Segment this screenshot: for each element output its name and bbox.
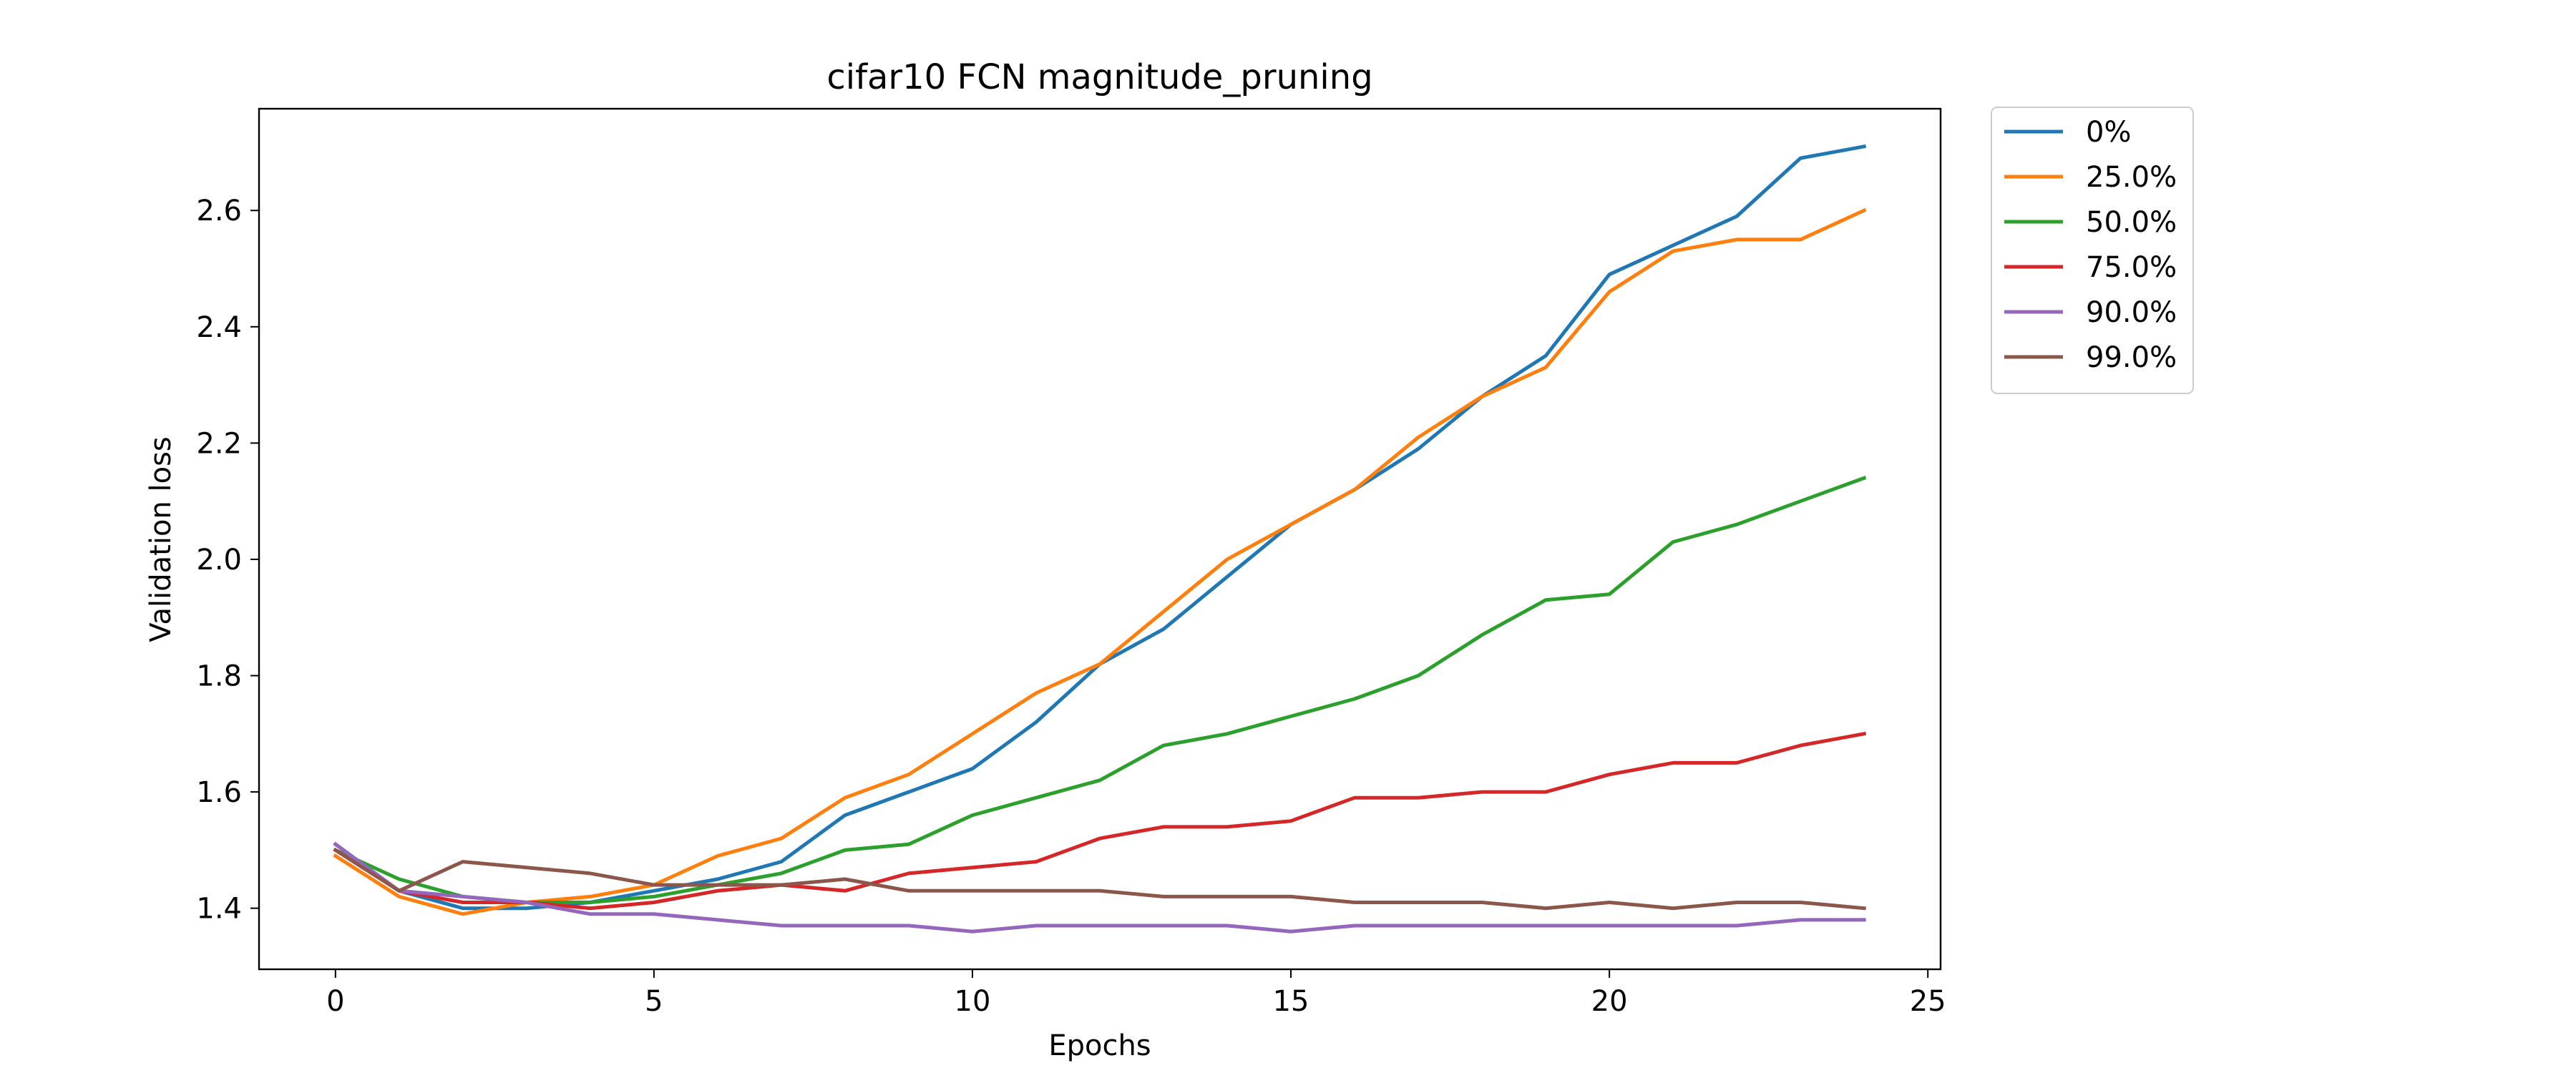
x-tick-label: 10 bbox=[955, 985, 991, 1018]
legend-label-2: 50.0% bbox=[2086, 206, 2177, 239]
x-tick-label: 5 bbox=[645, 985, 663, 1018]
y-tick-label: 1.6 bbox=[196, 776, 242, 809]
y-tick-label: 2.2 bbox=[196, 427, 242, 460]
legend-label-5: 99.0% bbox=[2086, 341, 2177, 374]
series-line-5 bbox=[333, 847, 1866, 911]
y-tick-label: 2.0 bbox=[196, 544, 242, 577]
y-tick-label: 1.8 bbox=[196, 660, 242, 693]
legend-box bbox=[1991, 107, 2194, 394]
y-tick-label: 1.4 bbox=[196, 893, 242, 926]
x-tick-label: 20 bbox=[1591, 985, 1628, 1018]
x-tick-label: 0 bbox=[326, 985, 344, 1018]
x-tick-label: 25 bbox=[1910, 985, 1946, 1018]
x-tick-label: 15 bbox=[1273, 985, 1309, 1018]
y-tick-label: 2.6 bbox=[196, 195, 242, 227]
y-axis-label: Validation loss bbox=[145, 436, 177, 642]
x-axis-label: Epochs bbox=[1048, 1029, 1151, 1062]
series-line-1 bbox=[333, 207, 1867, 916]
legend-label-3: 75.0% bbox=[2086, 251, 2177, 284]
series-line-4 bbox=[333, 841, 1866, 934]
series-lines bbox=[333, 144, 1867, 934]
legend-label-0: 0% bbox=[2086, 116, 2131, 149]
series-line-3 bbox=[333, 731, 1867, 911]
y-tick-label: 2.4 bbox=[196, 311, 242, 344]
series-line-2 bbox=[333, 475, 1867, 904]
legend-label-1: 25.0% bbox=[2086, 161, 2177, 194]
plot-frame bbox=[258, 107, 1942, 971]
chart-title: cifar10 FCN magnitude_pruning bbox=[826, 57, 1372, 97]
y-axis: 1.4 1.6 1.8 2.0 2.2 2.4 2.6 bbox=[196, 195, 259, 926]
legend-label-4: 90.0% bbox=[2086, 296, 2177, 329]
legend: 0% 25.0% 50.0% 75.0% 90.0% 99.0% bbox=[1991, 107, 2194, 394]
x-axis: 0 5 10 15 20 25 bbox=[326, 969, 1946, 1018]
